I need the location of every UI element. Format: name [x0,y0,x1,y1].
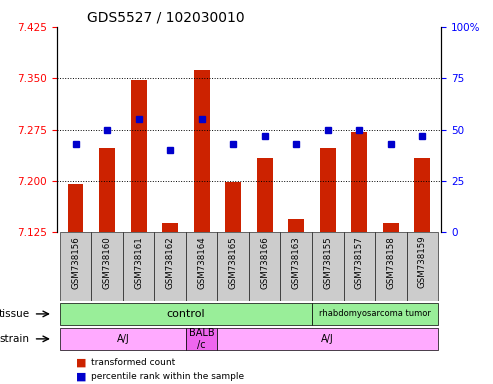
Text: GSM738155: GSM738155 [323,236,332,288]
Bar [415,158,430,232]
Bar [312,232,344,301]
Text: control: control [167,309,205,319]
Bar [383,223,399,232]
Bar [281,232,312,301]
Bar [186,328,217,350]
Text: ■: ■ [76,371,87,381]
Text: GSM738157: GSM738157 [355,236,364,288]
Text: tissue: tissue [0,309,30,319]
Bar [60,328,186,350]
Text: GSM738165: GSM738165 [229,236,238,288]
Bar [320,148,336,232]
Bar [131,79,146,232]
Bar [225,182,241,232]
Bar [352,132,367,232]
Bar [375,232,407,301]
Text: GSM738164: GSM738164 [197,236,206,288]
Bar [68,184,83,232]
Text: transformed count: transformed count [91,358,176,367]
Text: GSM738166: GSM738166 [260,236,269,288]
Text: ■: ■ [76,358,87,368]
Bar [217,328,438,350]
Bar [257,158,273,232]
Text: GSM738162: GSM738162 [166,236,175,288]
Bar [91,232,123,301]
Bar [344,232,375,301]
Text: percentile rank within the sample: percentile rank within the sample [91,372,245,381]
Bar [217,232,249,301]
Text: BALB
/c: BALB /c [189,328,214,350]
Text: GDS5527 / 102030010: GDS5527 / 102030010 [87,10,245,24]
Bar [60,303,312,325]
Text: strain: strain [0,334,30,344]
Text: GSM738161: GSM738161 [134,236,143,288]
Bar [99,148,115,232]
Bar [194,70,210,232]
Bar [123,232,154,301]
Bar [186,232,217,301]
Text: GSM738160: GSM738160 [103,236,111,288]
Text: GSM738156: GSM738156 [71,236,80,288]
Bar [154,232,186,301]
Bar [288,218,304,232]
Text: A/J: A/J [116,334,129,344]
Bar [249,232,281,301]
Bar [60,232,91,301]
Text: A/J: A/J [321,334,334,344]
Bar [407,232,438,301]
Text: rhabdomyosarcoma tumor: rhabdomyosarcoma tumor [319,310,431,318]
Text: GSM738158: GSM738158 [387,236,395,288]
Text: GSM738163: GSM738163 [292,236,301,288]
Bar [162,223,178,232]
Bar [312,303,438,325]
Text: GSM738159: GSM738159 [418,236,427,288]
